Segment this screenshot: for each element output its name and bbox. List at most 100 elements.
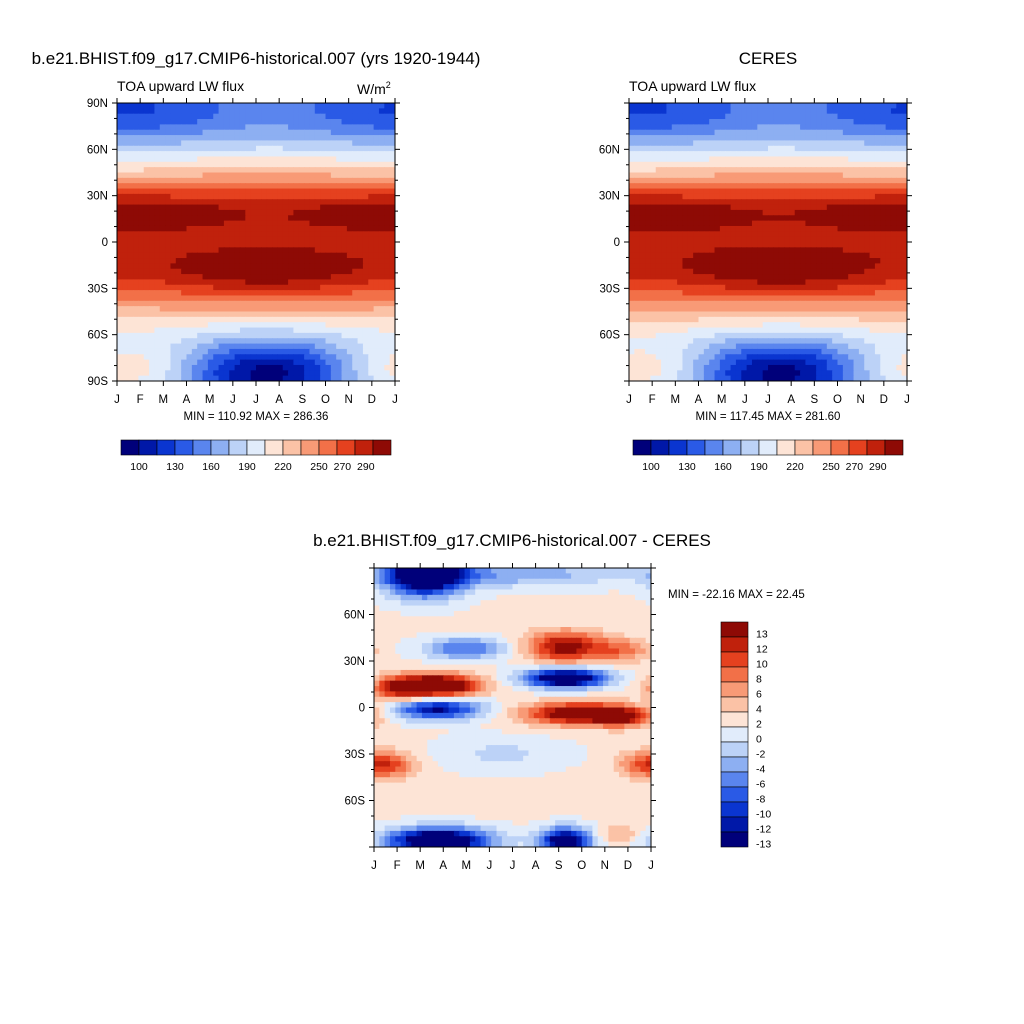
- field-cell: [197, 343, 204, 350]
- field-cell: [266, 343, 273, 350]
- field-cell: [645, 225, 651, 232]
- field-cell: [213, 354, 220, 361]
- field-cell: [186, 247, 193, 254]
- field-cell: [250, 215, 257, 222]
- field-cell: [896, 242, 903, 248]
- field-cell: [288, 220, 295, 227]
- field-cell: [138, 375, 145, 381]
- field-cell: [341, 354, 348, 361]
- field-cell: [133, 236, 139, 243]
- field-cell: [714, 295, 721, 302]
- field-cell: [709, 236, 716, 243]
- field-cell: [159, 242, 166, 248]
- field-cell: [143, 295, 150, 302]
- field-cell: [138, 220, 145, 227]
- field-cell: [197, 364, 204, 371]
- field-cell: [735, 177, 742, 184]
- field-cell: [901, 199, 907, 206]
- field-cell: [288, 327, 295, 334]
- field-cell: [768, 268, 774, 275]
- field-cell: [197, 316, 204, 323]
- field-cell: [682, 209, 689, 216]
- field-cell: [703, 284, 710, 291]
- field-cell: [223, 209, 230, 216]
- field-cell: [127, 258, 134, 264]
- field-cell: [842, 119, 849, 125]
- field-cell: [261, 124, 268, 131]
- field-cell: [298, 129, 305, 136]
- field-cell: [816, 103, 823, 109]
- field-cell: [634, 306, 641, 313]
- field-cell: [175, 290, 182, 297]
- field-cell: [288, 370, 295, 377]
- field-cell: [175, 354, 182, 361]
- field-cell: [320, 225, 327, 232]
- field-cell: [389, 338, 395, 345]
- field-cell: [143, 209, 150, 216]
- field-cell: [874, 284, 881, 291]
- field-cell: [730, 295, 737, 302]
- field-cell: [122, 225, 129, 232]
- field-cell: [309, 231, 316, 238]
- field-cell: [800, 311, 807, 318]
- field-cell: [848, 177, 855, 184]
- field-cell: [874, 263, 881, 270]
- field-cell: [346, 300, 353, 307]
- field-cell: [682, 161, 689, 168]
- field-cell: [288, 268, 295, 275]
- field-cell: [650, 145, 657, 152]
- field-cell: [266, 119, 273, 125]
- field-cell: [682, 258, 689, 264]
- field-cell: [202, 263, 209, 270]
- field-cell: [650, 242, 657, 248]
- field-cell: [735, 113, 742, 120]
- field-cell: [373, 151, 380, 158]
- field-cell: [698, 135, 705, 142]
- field-cell: [373, 204, 380, 211]
- field-cell: [661, 204, 668, 211]
- field-cell: [256, 311, 262, 318]
- field-cell: [757, 167, 764, 174]
- field-cell: [165, 156, 172, 163]
- field-cell: [719, 300, 726, 307]
- field-cell: [800, 103, 807, 109]
- field-cell: [368, 306, 375, 313]
- field-cell: [666, 295, 673, 302]
- field-cell: [197, 204, 204, 211]
- field-cell: [256, 343, 262, 350]
- field-cell: [181, 268, 188, 275]
- field-cell: [133, 311, 139, 318]
- field-cell: [682, 156, 689, 163]
- field-cell: [874, 290, 881, 297]
- field-cell: [165, 129, 172, 136]
- field-cell: [117, 135, 123, 142]
- field-cell: [794, 172, 801, 179]
- field-cell: [714, 284, 721, 291]
- field-cell: [320, 167, 327, 174]
- field-cell: [384, 199, 391, 206]
- field-cell: [869, 161, 876, 168]
- field-cell: [191, 332, 198, 339]
- field-cell: [730, 167, 737, 174]
- field-cell: [175, 284, 182, 291]
- field-cell: [117, 140, 123, 147]
- field-cell: [693, 209, 700, 216]
- field-cell: [746, 258, 753, 264]
- field-cell: [880, 135, 887, 142]
- field-cell: [645, 129, 651, 136]
- field-cell: [239, 332, 246, 339]
- field-cell: [389, 129, 395, 136]
- field-cell: [261, 316, 268, 323]
- field-cell: [170, 215, 177, 222]
- field-cell: [773, 311, 780, 318]
- field-cell: [346, 354, 353, 361]
- field-cell: [698, 300, 705, 307]
- field-cell: [650, 172, 657, 179]
- field-cell: [634, 209, 641, 216]
- field-cell: [330, 295, 337, 302]
- field-cell: [277, 268, 284, 275]
- field-cell: [165, 268, 172, 275]
- field-cell: [277, 322, 284, 329]
- field-cell: [858, 108, 865, 115]
- field-cell: [330, 311, 337, 318]
